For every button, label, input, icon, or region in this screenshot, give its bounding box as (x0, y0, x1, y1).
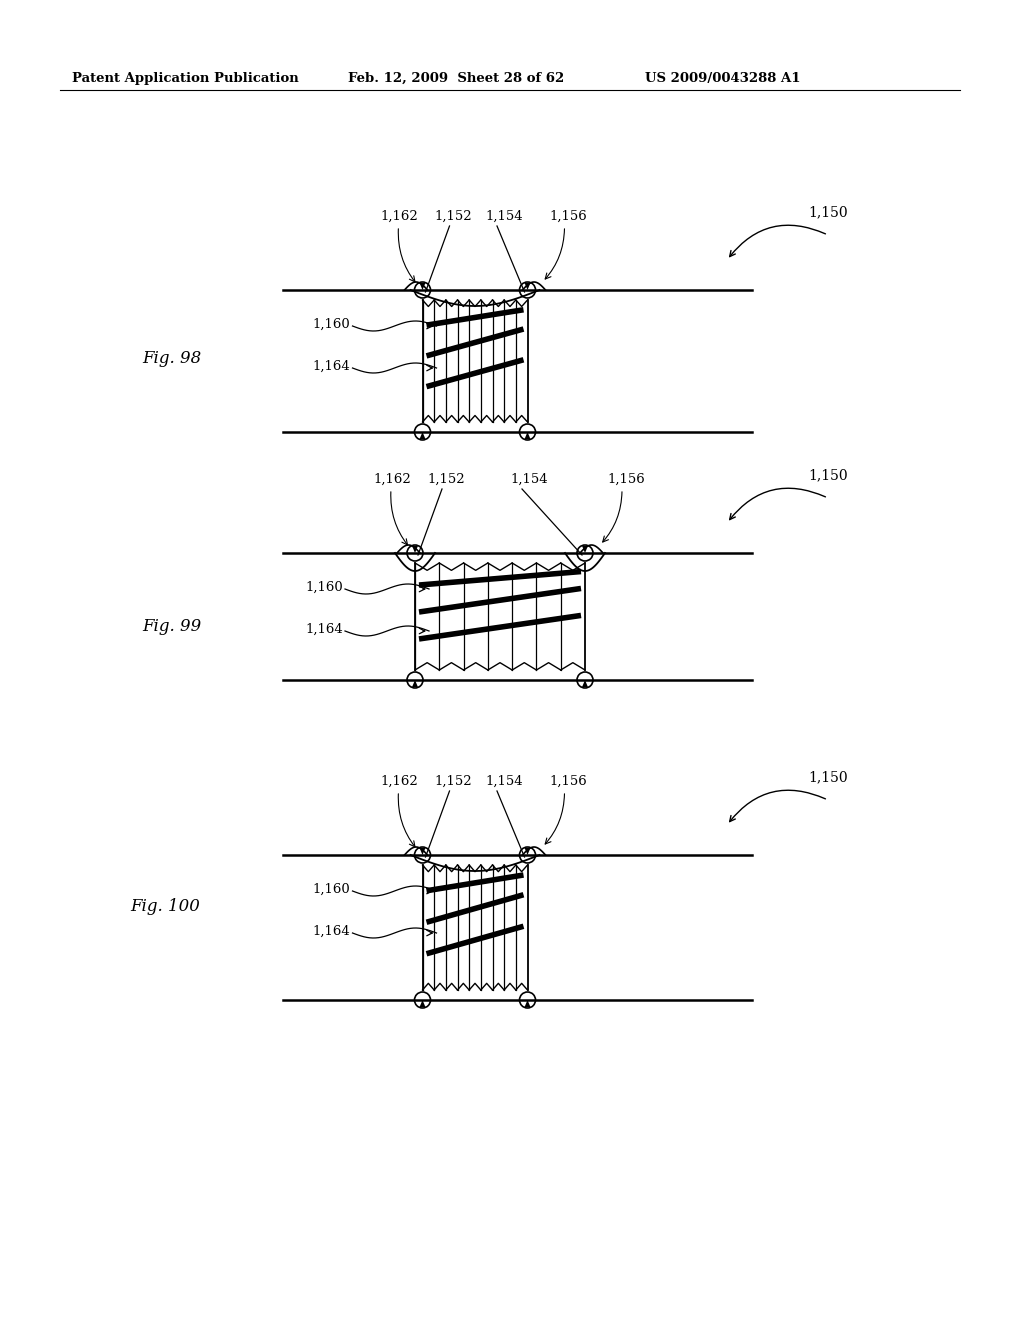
Text: 1,152: 1,152 (427, 473, 465, 486)
Polygon shape (412, 680, 418, 688)
Text: 1,152: 1,152 (434, 210, 472, 223)
Text: 1,156: 1,156 (550, 210, 587, 223)
Text: 1,160: 1,160 (305, 581, 343, 594)
Polygon shape (420, 282, 426, 290)
Polygon shape (420, 847, 426, 855)
Polygon shape (524, 847, 530, 855)
Polygon shape (412, 545, 418, 553)
Text: 1,162: 1,162 (373, 473, 411, 486)
Text: 1,150: 1,150 (808, 770, 848, 784)
Text: Patent Application Publication: Patent Application Publication (72, 73, 299, 84)
Polygon shape (582, 545, 588, 553)
Text: 1,162: 1,162 (381, 210, 418, 223)
Text: 1,154: 1,154 (485, 775, 522, 788)
Polygon shape (524, 432, 530, 440)
Text: Feb. 12, 2009  Sheet 28 of 62: Feb. 12, 2009 Sheet 28 of 62 (348, 73, 564, 84)
Text: 1,162: 1,162 (381, 775, 418, 788)
Text: Fig. 100: Fig. 100 (130, 898, 200, 915)
Polygon shape (420, 432, 426, 440)
Text: 1,150: 1,150 (808, 469, 848, 482)
Text: 1,154: 1,154 (485, 210, 522, 223)
Text: 1,160: 1,160 (312, 883, 350, 896)
Text: 1,154: 1,154 (510, 473, 548, 486)
Text: 1,164: 1,164 (312, 925, 350, 939)
Text: Fig. 98: Fig. 98 (142, 350, 202, 367)
Polygon shape (524, 282, 530, 290)
Text: 1,152: 1,152 (434, 775, 472, 788)
Polygon shape (582, 680, 588, 688)
Text: 1,160: 1,160 (312, 318, 350, 331)
Text: 1,156: 1,156 (607, 473, 645, 486)
Text: 1,164: 1,164 (305, 623, 343, 636)
Text: 1,156: 1,156 (550, 775, 587, 788)
Polygon shape (524, 1001, 530, 1007)
Polygon shape (420, 1001, 426, 1007)
Text: Fig. 99: Fig. 99 (142, 618, 202, 635)
Text: 1,150: 1,150 (808, 205, 848, 219)
Text: 1,164: 1,164 (312, 360, 350, 374)
Text: US 2009/0043288 A1: US 2009/0043288 A1 (645, 73, 801, 84)
